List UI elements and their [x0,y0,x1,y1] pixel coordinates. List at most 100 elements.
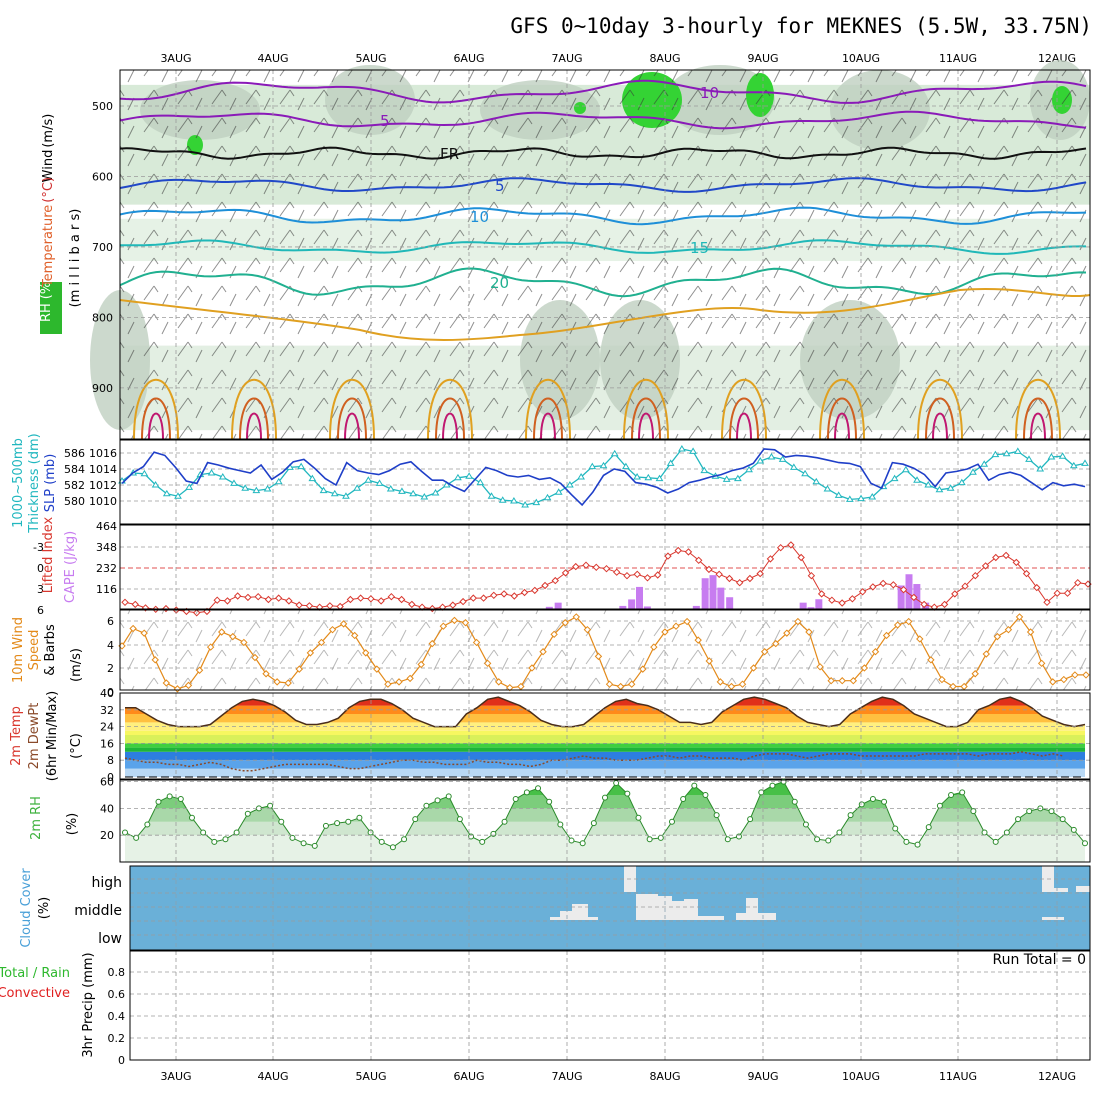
rh-point [981,829,988,836]
li-point [1053,589,1061,597]
rh-point [1059,816,1066,823]
wind-point [583,625,592,634]
thickness-point [476,478,485,486]
svg-text:Convective: Convective [0,986,70,1001]
li-point [469,594,478,602]
thickness-point [980,460,989,467]
rh-band [125,821,1085,836]
thickness-point [666,459,675,466]
precip-axis: 0.8 0.6 0.4 0.2 0 [108,966,126,1067]
thickness-point [599,461,608,469]
li-point [735,578,744,587]
wind-point [749,664,758,672]
li-point [121,598,129,607]
svg-text:1000~500mb: 1000~500mb [11,438,26,528]
thickness-point [1069,461,1078,469]
wind-point [849,677,858,685]
thickness-point [330,489,339,497]
wind-point [339,620,348,628]
rh-point [892,825,899,832]
cape-tick: 464 [96,520,117,533]
rh-point [557,821,564,828]
thickness-point [151,481,160,488]
thickness-point [442,481,451,488]
svg-text:(%): (%) [37,897,52,920]
thickness-point [577,473,585,480]
thickness-point [218,473,227,480]
temp-loop [533,397,563,440]
wind-tick: 0 [107,686,114,699]
wind-point [218,628,226,636]
thickness-point [185,483,194,490]
li-point [623,571,631,580]
wind-point [195,666,204,674]
wind-point [406,674,414,683]
rh-tick: 40 [100,802,114,815]
rh-point [602,794,608,801]
cape-bar [726,597,734,609]
li-point [377,597,385,605]
wind-point [561,619,569,627]
li-point [572,562,580,571]
li-point [233,592,242,600]
temp-loop [736,412,752,440]
wind-point [893,621,902,629]
top-date-label: 8AUG [649,52,680,65]
li-point [305,602,314,610]
thickness-tick: 586 [64,447,85,460]
wind-point [461,619,470,627]
wind-point [971,670,979,678]
thickness-point [308,474,317,482]
temp-loop [1015,379,1061,440]
li-point [1002,551,1010,560]
li-point [664,552,672,560]
wind-point [882,631,891,640]
cape-bar [913,584,921,609]
temp-loop [540,412,556,440]
wind-point [661,628,669,636]
li-point [858,588,867,596]
temp-loop [819,379,865,440]
li-point [879,579,887,588]
wind-point [240,638,248,647]
wind-point [151,656,159,664]
rh-point [300,840,307,847]
thickness-point [543,493,552,501]
li-point [725,574,734,583]
cape-tick: 116 [96,583,117,596]
wind-point [251,653,259,662]
rh-point [735,833,742,840]
thickness-point [207,469,216,476]
wind-point [550,630,558,639]
temp-loop [631,397,661,440]
wind-point [572,613,581,621]
top-date-label: 9AUG [747,52,778,65]
wind-point [938,675,946,684]
pressure-tick: 800 [92,311,113,324]
temp-tick: 8 [107,754,114,767]
contour-label: 10 [700,84,719,102]
li-point [705,565,713,574]
li-point [643,574,652,582]
rh-point [691,782,698,789]
rh-point [959,789,966,796]
cape-bar [701,578,709,609]
contour-25 [119,287,1091,341]
thickness-point [375,479,384,486]
wind-point [716,678,725,686]
rh-point [334,820,341,827]
thickness-point [510,497,518,504]
rh-point [847,812,854,819]
li-point [817,590,826,598]
thickness-point [801,469,809,477]
wind-point [472,638,481,647]
rh-point [144,821,151,828]
thickness-tick: 584 [64,463,85,476]
thickness-point [386,485,395,492]
thickness-point [733,474,742,482]
top-date-label: 4AUG [257,52,288,65]
rh-point [802,821,809,828]
thickness-point [454,473,462,481]
wind-axis: 6 4 2 0 [107,615,114,699]
svg-text:Cloud Cover: Cloud Cover [19,868,34,948]
